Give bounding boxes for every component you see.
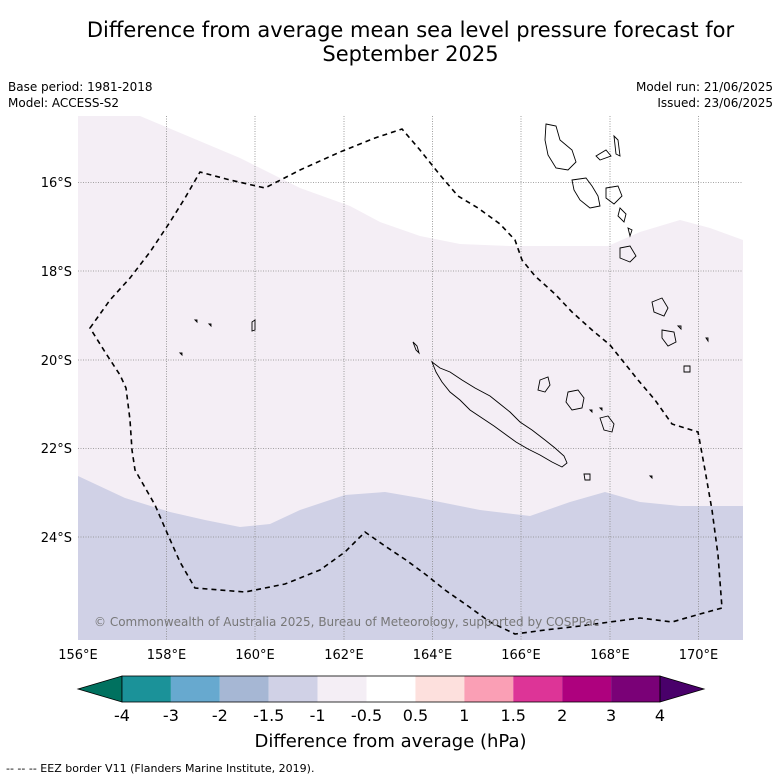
colorbar-tick-label: 4 — [655, 706, 665, 725]
latitude-labels: 16°S 18°S 20°S 22°S 24°S — [41, 176, 72, 546]
colorbar-tick-label: 2 — [557, 706, 567, 725]
new-caledonia-island — [430, 360, 568, 468]
colorbar-segment — [513, 676, 563, 702]
loyalty-island-lifou — [565, 389, 585, 411]
map-area: © Commonwealth of Australia 2025, Bureau… — [78, 116, 743, 640]
colorbar-extend-high — [659, 675, 706, 703]
colorbar-segment — [366, 676, 416, 702]
lon-label: 166°E — [501, 648, 541, 663]
lon-label: 164°E — [413, 648, 453, 663]
colorbar-tick-label: 1 — [459, 706, 469, 725]
anomaly-band-medium — [78, 476, 743, 640]
lon-label: 170°E — [679, 648, 719, 663]
small-islets — [178, 319, 653, 480]
colorbar-border — [121, 675, 661, 703]
vanuatu-islands — [544, 123, 709, 373]
colorbar-tick-label: -3 — [163, 706, 179, 725]
lon-label: 156°E — [58, 648, 98, 663]
chart-title: Difference from average mean sea level p… — [86, 18, 735, 66]
belep-islands — [412, 341, 420, 355]
loyalty-island-ouvea — [537, 376, 551, 393]
copyright-notice: © Commonwealth of Australia 2025, Bureau… — [94, 615, 599, 629]
lat-label: 24°S — [41, 531, 72, 546]
colorbar-tick-label: -2 — [212, 706, 228, 725]
lon-label: 162°E — [324, 648, 364, 663]
colorbar-label: Difference from average (hPa) — [254, 731, 527, 752]
colorbar-segment — [415, 676, 465, 702]
lat-label: 18°S — [41, 265, 72, 280]
colorbar-tick-label: -4 — [114, 706, 130, 725]
info-left: Base period: 1981-2018 Model: ACCESS-S2 — [8, 79, 153, 111]
base-period: Base period: 1981-2018 — [8, 80, 153, 94]
lat-label: 16°S — [41, 176, 72, 191]
colorbar-segment — [122, 676, 171, 702]
colorbar-tick-label: 1.5 — [501, 706, 526, 725]
lon-label: 158°E — [147, 648, 187, 663]
colorbar-tick-label: -1.5 — [253, 706, 284, 725]
colorbar-segment — [611, 676, 660, 702]
longitude-labels: 156°E 158°E 160°E 162°E 164°E 166°E 168°… — [58, 648, 718, 663]
model-run: Model run: 21/06/2025 — [635, 80, 773, 94]
issued-date: Issued: 23/06/2025 — [657, 96, 773, 110]
colorbar-extend-low — [76, 675, 123, 703]
lon-label: 160°E — [235, 648, 275, 663]
colorbar-segment — [219, 676, 269, 702]
colorbar-segment — [464, 676, 514, 702]
colorbar-tick-label: 0.5 — [403, 706, 428, 725]
colorbar-tick-label: -0.5 — [351, 706, 382, 725]
colorbar-tick-labels: -4 -3 -2 -1.5 -1 -0.5 0.5 1 1.5 2 3 4 — [114, 706, 665, 725]
colorbar-tick-label: -1 — [310, 706, 326, 725]
colorbar-segment — [268, 676, 318, 702]
colorbar-tick-label: 3 — [606, 706, 616, 725]
grid-lines — [78, 116, 743, 640]
model-name: Model: ACCESS-S2 — [8, 96, 120, 110]
lat-label: 20°S — [41, 354, 72, 369]
loyalty-island-mare — [599, 415, 615, 433]
eez-border — [89, 128, 723, 635]
colorbar-segment — [170, 676, 220, 702]
isle-of-pines — [583, 473, 591, 481]
lon-label: 168°E — [590, 648, 630, 663]
lat-label: 22°S — [41, 442, 72, 457]
info-right: Model run: 21/06/2025 Issued: 23/06/2025 — [636, 79, 773, 111]
colorbar-segment — [562, 676, 612, 702]
colorbar — [76, 675, 706, 703]
colorbar-segment — [317, 676, 367, 702]
eez-legend: -- -- -- EEZ border V11 (Flanders Marine… — [6, 762, 315, 775]
